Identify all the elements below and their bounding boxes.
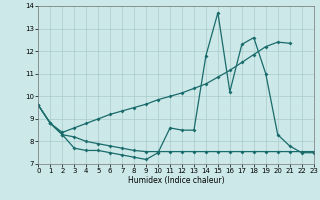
X-axis label: Humidex (Indice chaleur): Humidex (Indice chaleur)	[128, 176, 224, 185]
